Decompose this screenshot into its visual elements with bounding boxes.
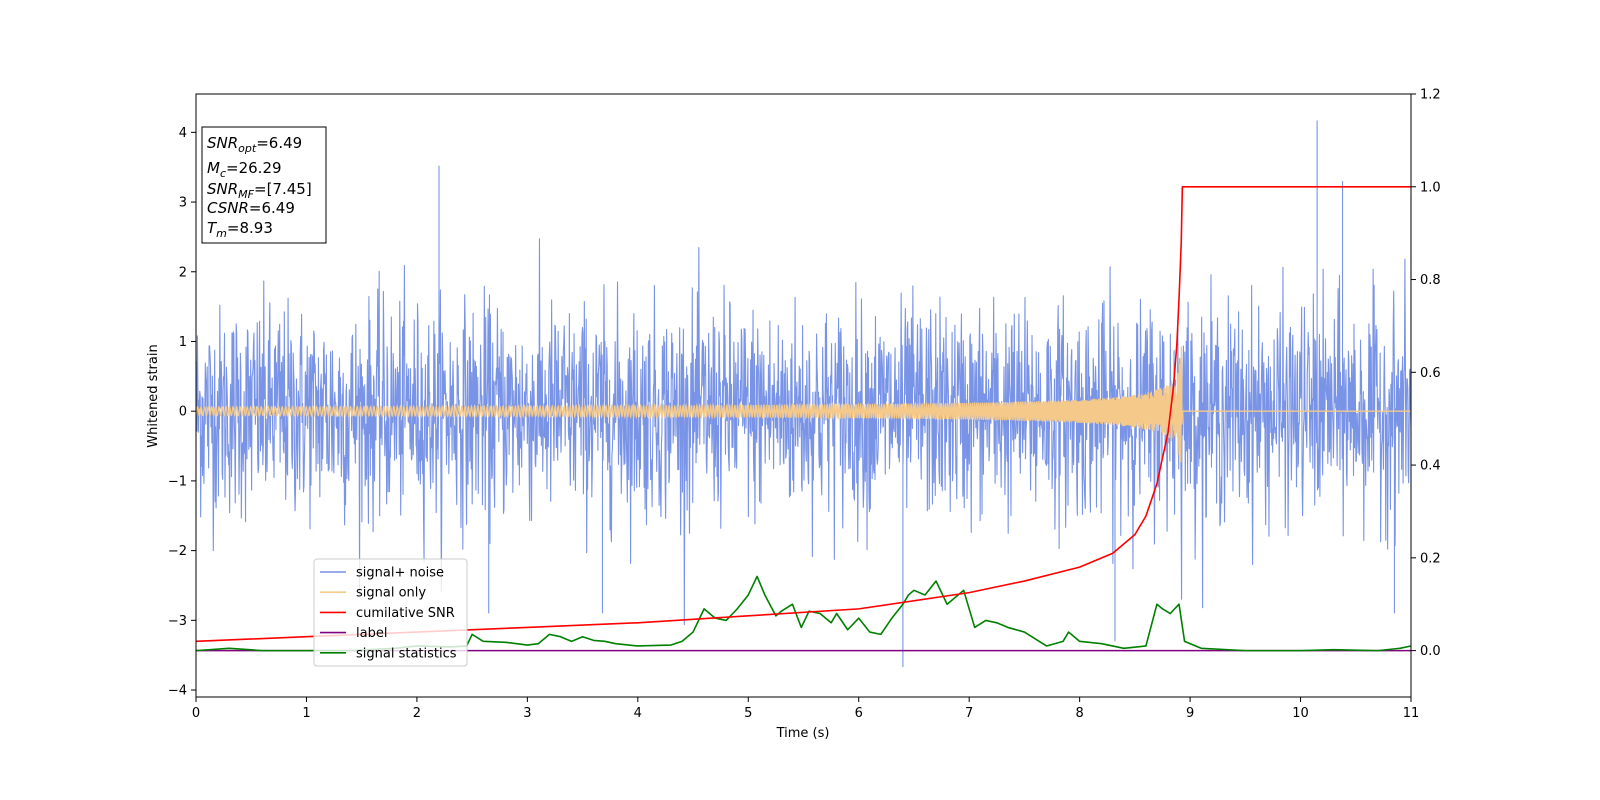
info-line: SNRMF=[7.45] xyxy=(207,180,312,201)
info-line: SNRopt=6.49 xyxy=(207,134,302,155)
x-axis-title: Time (s) xyxy=(776,726,830,741)
info-line: CSNR=6.49 xyxy=(207,199,295,217)
series-line-cumulative-snr xyxy=(196,185,1411,643)
info-line: Mc=26.29 xyxy=(207,159,282,180)
series-line-signal-statistics xyxy=(196,575,1411,652)
plot-area xyxy=(196,120,1411,668)
y-tick-label-left: −4 xyxy=(168,684,187,699)
legend-entry-label: label xyxy=(356,626,387,641)
y-tick-label-right: 0.6 xyxy=(1420,366,1441,381)
x-tick-label: 7 xyxy=(965,706,973,721)
x-tick-label: 6 xyxy=(855,706,863,721)
x-axis: 0 1 2 3 4 5 6 7 8 9 10 11 xyxy=(192,697,1419,721)
y-tick-label-left: 2 xyxy=(179,265,187,280)
x-tick-label: 2 xyxy=(413,706,421,721)
legend-entry-label: signal only xyxy=(356,586,426,601)
x-tick-label: 3 xyxy=(523,706,531,721)
info-box-frame xyxy=(201,126,327,244)
series-line-signal-noise xyxy=(196,120,1411,668)
x-tick-label: 10 xyxy=(1292,706,1309,721)
y-tick-label-left: −3 xyxy=(168,614,187,629)
info-line: Tm=8.93 xyxy=(207,219,273,240)
y-axis-title: Whitened strain xyxy=(146,344,161,447)
info-box: SNRopt=6.49 Mc=26.29SNRMF=[7.45]CSNR=6.49… xyxy=(201,126,327,244)
plot-frame xyxy=(195,93,1412,698)
series-line-signal-only xyxy=(196,346,1411,463)
x-tick-label: 5 xyxy=(744,706,752,721)
y-tick-label-left: −1 xyxy=(168,474,187,489)
y-axis-right: 0.0 0.2 0.4 0.6 0.8 1.0 1.2 xyxy=(1411,88,1441,659)
y-tick-label-right: 0.8 xyxy=(1420,273,1441,288)
y-tick-label-left: 3 xyxy=(179,196,187,211)
y-tick-label-right: 0.0 xyxy=(1420,644,1441,659)
y-tick-label-right: 0.2 xyxy=(1420,551,1441,566)
x-tick-label: 0 xyxy=(192,706,200,721)
x-tick-label: 1 xyxy=(302,706,310,721)
y-tick-label-left: 0 xyxy=(179,405,187,420)
x-tick-label: 8 xyxy=(1075,706,1083,721)
legend-frame xyxy=(313,558,468,667)
legend: signal+ noise signal only cumilative SNR la… xyxy=(313,558,468,667)
x-tick-label: 11 xyxy=(1403,706,1420,721)
y-tick-label-right: 1.0 xyxy=(1420,180,1441,195)
y-tick-label-left: −2 xyxy=(168,544,187,559)
y-tick-label-left: 1 xyxy=(179,335,187,350)
legend-entry-label: signal+ noise xyxy=(356,566,444,581)
y-tick-label-right: 1.2 xyxy=(1420,88,1441,103)
y-tick-label-left: 4 xyxy=(179,126,187,141)
x-tick-label: 4 xyxy=(634,706,642,721)
legend-entry-label: cumilative SNR xyxy=(356,606,455,621)
x-tick-label: 9 xyxy=(1186,706,1194,721)
legend-entry-label: signal statistics xyxy=(356,646,457,661)
y-axis-left: −4 −3 −2 −1 0 1 2 3 4 xyxy=(168,126,196,699)
y-tick-label-right: 0.4 xyxy=(1420,459,1441,474)
